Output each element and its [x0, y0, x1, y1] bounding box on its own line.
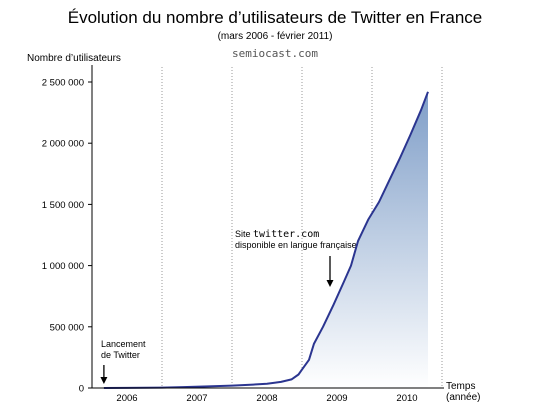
y-tick-label-4: 2 000 000 — [42, 139, 84, 150]
annotation-launch-line1: Lancement — [101, 339, 146, 349]
annotation-site-line1: Site twitter.com — [235, 229, 357, 240]
y-tick-label-5: 2 500 000 — [42, 78, 84, 89]
x-axis-label: Temps (année) — [446, 381, 480, 403]
annotation-site-domain: twitter.com — [253, 229, 320, 240]
series-line — [103, 91, 429, 389]
y-tick-label-1: 500 000 — [50, 322, 84, 333]
chart-credit: semiocast.com — [231, 47, 319, 60]
y-tick-label-2: 1 000 000 — [42, 261, 84, 272]
annotation-site-french: Site twitter.com disponible en langue fr… — [235, 229, 357, 251]
y-tick-label-0: 0 — [79, 384, 84, 395]
x-tick-label-2007: 2007 — [186, 393, 207, 404]
x-tick-label-2010: 2010 — [396, 393, 417, 404]
chart-title: Évolution du nombre d’utilisateurs de Tw… — [67, 8, 483, 27]
y-tick-label-3: 1 500 000 — [42, 200, 84, 211]
y-axis-label: Nombre d’utilisateurs — [27, 53, 121, 64]
x-tick-label-2006: 2006 — [116, 393, 137, 404]
arrow-site-french-head — [326, 280, 334, 287]
x-tick-label-2008: 2008 — [256, 393, 277, 404]
series-area — [103, 91, 429, 389]
x-axis-label-line2: (année) — [446, 392, 481, 403]
annotation-site-line2: disponible en langue française — [235, 240, 357, 250]
annotation-site-prefix: Site — [235, 229, 254, 239]
chart-subtitle: (mars 2006 - février 2011) — [217, 31, 333, 42]
annotation-launch-line2: de Twitter — [101, 350, 140, 360]
x-tick-label-2009: 2009 — [326, 393, 347, 404]
arrow-launch-head — [100, 377, 108, 384]
x-axis-label-line1: Temps — [446, 381, 476, 392]
annotation-launch: Lancement de Twitter — [101, 339, 146, 361]
